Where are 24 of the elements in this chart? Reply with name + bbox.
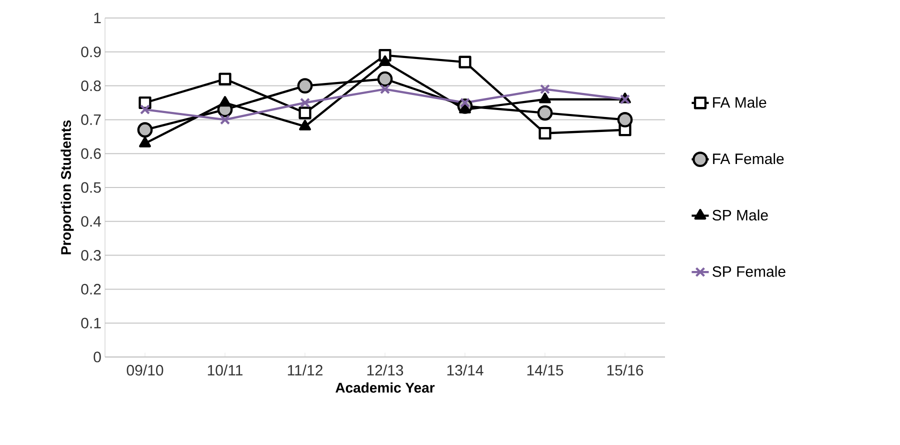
x-tick-label: 13/14 bbox=[447, 364, 484, 376]
x-tick-label: 10/11 bbox=[208, 364, 242, 376]
x-tick-label: 14/15 bbox=[527, 364, 564, 376]
y-tick-label: 0.2 bbox=[81, 284, 101, 295]
x-tick-label: 15/16 bbox=[607, 364, 644, 376]
legend-label: FA Female bbox=[713, 153, 784, 164]
y-tick-label: 0.4 bbox=[81, 216, 102, 227]
y-tick-label: 1 bbox=[94, 12, 101, 24]
y-axis-title: Proportion Students bbox=[60, 120, 74, 254]
y-tick-label: 0.7 bbox=[81, 114, 101, 126]
legend-label: FA Male bbox=[713, 96, 766, 108]
x-tick-label: 09/10 bbox=[126, 364, 164, 376]
y-tick-label: 0.3 bbox=[81, 250, 101, 261]
y-tick-label: 0.9 bbox=[81, 46, 101, 58]
y-tick-label: 0.5 bbox=[81, 182, 101, 193]
legend-label: SP Female bbox=[712, 266, 786, 277]
legend-label: SP Male bbox=[712, 210, 768, 221]
x-tick-label: 12/13 bbox=[367, 364, 404, 376]
x-axis-title: Academic Year bbox=[336, 382, 435, 393]
y-tick-label: 0.1 bbox=[81, 318, 101, 328]
y-tick-label: 0.8 bbox=[81, 80, 101, 92]
x-tick-label: 11/12 bbox=[288, 364, 322, 376]
y-tick-label: 0.6 bbox=[81, 148, 101, 159]
y-tick-label: 0 bbox=[94, 352, 101, 362]
